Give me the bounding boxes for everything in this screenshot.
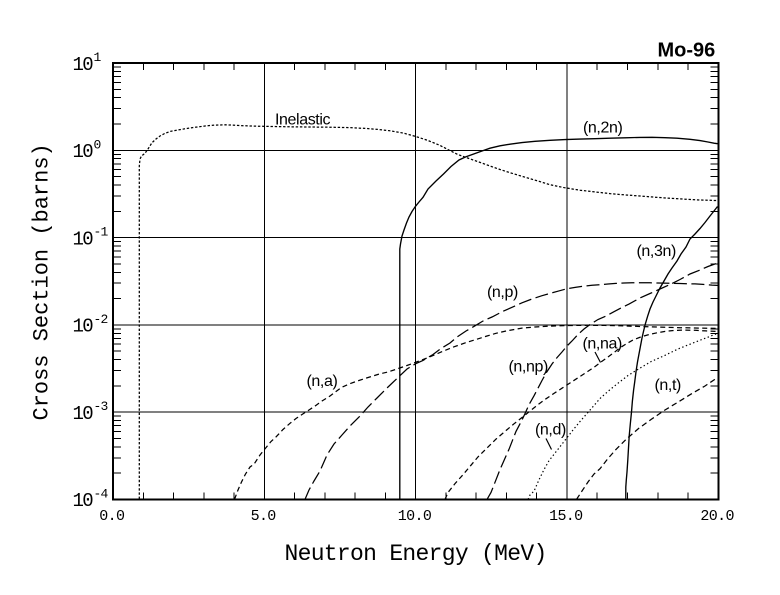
svg-text:(n,2n): (n,2n) <box>583 119 622 136</box>
svg-text:20.0: 20.0 <box>700 508 734 525</box>
svg-text:10: 10 <box>73 228 94 250</box>
svg-text:15.0: 15.0 <box>549 508 583 525</box>
svg-text:0.0: 0.0 <box>99 508 125 525</box>
svg-text:10: 10 <box>73 316 94 338</box>
svg-text:-4: -4 <box>94 486 109 501</box>
svg-text:-2: -2 <box>94 312 108 327</box>
svg-text:10: 10 <box>73 490 94 512</box>
svg-text:(n,p): (n,p) <box>487 284 518 301</box>
svg-text:Mo-96: Mo-96 <box>658 40 716 62</box>
svg-text:(n,t): (n,t) <box>655 377 682 394</box>
svg-text:10: 10 <box>73 141 94 163</box>
svg-text:10: 10 <box>73 403 94 425</box>
svg-text:-1: -1 <box>94 225 109 240</box>
svg-text:(n,na): (n,na) <box>583 336 622 353</box>
svg-text:1: 1 <box>94 50 102 65</box>
svg-text:10.0: 10.0 <box>398 508 432 525</box>
svg-text:Inelastic: Inelastic <box>275 112 330 129</box>
svg-text:Neutron Energy (MeV): Neutron Energy (MeV) <box>285 541 547 567</box>
svg-text:(n,np): (n,np) <box>509 359 548 376</box>
svg-text:-3: -3 <box>94 399 108 414</box>
svg-text:(n,d): (n,d) <box>535 422 566 439</box>
svg-text:(n,a): (n,a) <box>307 373 338 390</box>
svg-text:Cross Section (barns): Cross Section (barns) <box>30 143 55 420</box>
svg-text:0: 0 <box>94 137 101 152</box>
svg-text:(n,3n): (n,3n) <box>637 243 676 260</box>
svg-text:5.0: 5.0 <box>251 508 277 525</box>
svg-text:10: 10 <box>73 54 94 76</box>
